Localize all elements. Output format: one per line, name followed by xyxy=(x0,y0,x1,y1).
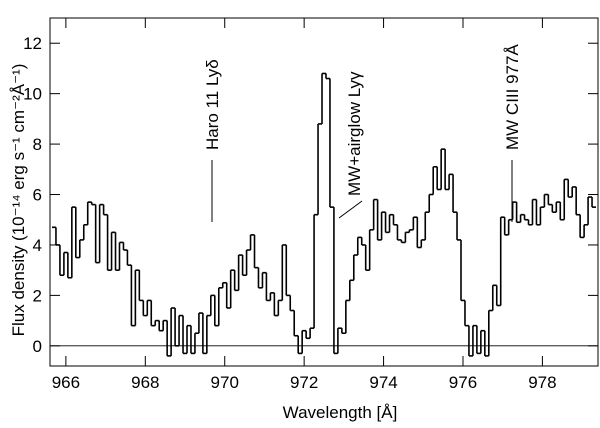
x-tick-label: 978 xyxy=(528,373,556,392)
y-tick-label: 2 xyxy=(33,286,42,305)
annotation: Haro 11 Lyδ xyxy=(203,59,222,150)
y-tick-label: 12 xyxy=(23,34,42,53)
x-tick-label: 974 xyxy=(369,373,397,392)
plot-frame xyxy=(49,17,599,367)
x-axis-label: Wavelength [Å] xyxy=(283,403,398,422)
x-tick-label: 976 xyxy=(449,373,477,392)
x-tick-label: 970 xyxy=(211,373,239,392)
x-tick-label: 966 xyxy=(52,373,80,392)
y-tick-label: 0 xyxy=(33,337,42,356)
y-axis-label: Flux density (10⁻¹⁴ erg s⁻¹ cm⁻²Å⁻¹) xyxy=(9,64,28,337)
x-tick-label: 972 xyxy=(290,373,318,392)
y-tick-label: 8 xyxy=(33,135,42,154)
x-tick-label: 968 xyxy=(131,373,159,392)
y-tick-label: 10 xyxy=(23,85,42,104)
y-tick-label: 4 xyxy=(33,236,42,255)
annotation-line xyxy=(338,200,363,219)
annotation: MW CIII 977Å xyxy=(503,44,522,150)
y-tick-label: 6 xyxy=(33,186,42,205)
annotation: MW+airglow Lyγ xyxy=(345,71,364,196)
